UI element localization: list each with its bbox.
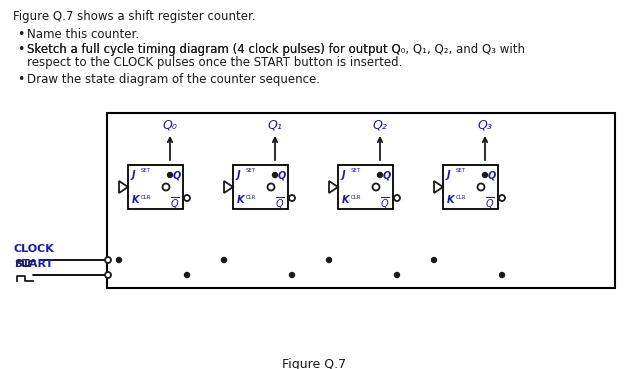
Text: CLR: CLR [351, 195, 362, 200]
Circle shape [162, 183, 169, 190]
Circle shape [477, 183, 484, 190]
Bar [443, 165, 498, 209]
Bar [233, 165, 288, 209]
Text: Sketch a full cycle timing diagram (4 clock pulses) for output Q₀, Q₁, Q₂, and Q: Sketch a full cycle timing diagram (4 cl… [27, 43, 525, 56]
Polygon shape [434, 181, 443, 193]
Text: START: START [14, 259, 53, 269]
Text: Figure Q.7: Figure Q.7 [282, 358, 346, 369]
Text: CLR: CLR [456, 195, 467, 200]
Circle shape [105, 272, 111, 278]
Bar [107, 113, 615, 288]
Text: SET: SET [246, 168, 256, 173]
Text: Q: Q [278, 170, 286, 180]
Circle shape [289, 272, 294, 277]
Circle shape [289, 195, 295, 201]
Polygon shape [224, 181, 233, 193]
Circle shape [116, 258, 121, 262]
Text: CLOCK: CLOCK [14, 244, 55, 254]
Circle shape [499, 195, 505, 201]
Text: J: J [237, 170, 241, 180]
Text: •: • [17, 43, 25, 56]
Text: $\overline{Q}$: $\overline{Q}$ [275, 195, 285, 211]
Text: Q₀: Q₀ [162, 119, 177, 132]
Bar [338, 165, 393, 209]
Circle shape [431, 258, 437, 262]
Circle shape [482, 172, 487, 177]
Circle shape [372, 183, 379, 190]
Text: J: J [447, 170, 450, 180]
Text: K: K [237, 195, 245, 205]
Text: Q: Q [173, 170, 181, 180]
Text: K: K [342, 195, 350, 205]
Polygon shape [329, 181, 338, 193]
Text: Q₃: Q₃ [477, 119, 493, 132]
Polygon shape [119, 181, 128, 193]
Text: SET: SET [351, 168, 361, 173]
Text: SET: SET [456, 168, 466, 173]
Circle shape [326, 258, 331, 262]
Text: •: • [17, 28, 25, 41]
Text: $\overline{Q}$: $\overline{Q}$ [485, 195, 494, 211]
Circle shape [272, 172, 277, 177]
Circle shape [167, 172, 172, 177]
Circle shape [499, 272, 504, 277]
Text: CLR: CLR [246, 195, 257, 200]
Text: $\overline{Q}$: $\overline{Q}$ [170, 195, 180, 211]
Circle shape [221, 258, 226, 262]
Text: J: J [132, 170, 136, 180]
Circle shape [184, 272, 189, 277]
Text: Q: Q [383, 170, 391, 180]
Text: SET: SET [141, 168, 151, 173]
Circle shape [184, 195, 190, 201]
Text: CLR: CLR [141, 195, 152, 200]
Circle shape [267, 183, 274, 190]
Text: Q: Q [488, 170, 496, 180]
Text: respect to the CLOCK pulses once the START button is inserted.: respect to the CLOCK pulses once the STA… [27, 56, 403, 69]
Text: Draw the state diagram of the counter sequence.: Draw the state diagram of the counter se… [27, 73, 320, 86]
Text: $\overline{Q}$: $\overline{Q}$ [380, 195, 390, 211]
Circle shape [394, 272, 399, 277]
Bar [128, 165, 183, 209]
Text: K: K [132, 195, 140, 205]
Circle shape [105, 257, 111, 263]
Text: Sketch a full cycle timing diagram (4 clock pulses) for output Q: Sketch a full cycle timing diagram (4 cl… [27, 43, 401, 56]
Text: Name this counter.: Name this counter. [27, 28, 139, 41]
Text: Figure Q.7 shows a shift register counter.: Figure Q.7 shows a shift register counte… [13, 10, 255, 23]
Text: Q₁: Q₁ [267, 119, 282, 132]
Circle shape [394, 195, 400, 201]
Circle shape [377, 172, 382, 177]
Text: •: • [17, 73, 25, 86]
Text: K: K [447, 195, 455, 205]
Text: Q₂: Q₂ [372, 119, 387, 132]
Text: J: J [342, 170, 345, 180]
